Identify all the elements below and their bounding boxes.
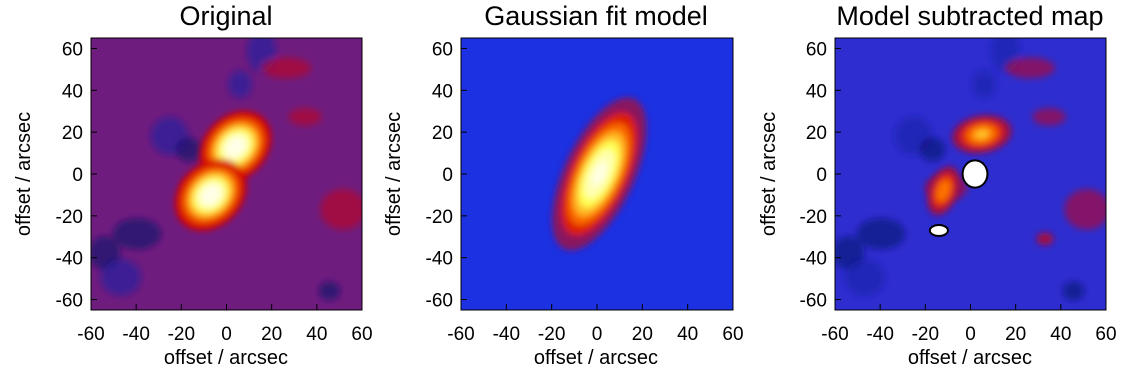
y-tick-label: 0 — [442, 165, 453, 186]
y-tick-label: 0 — [816, 165, 827, 186]
y-axis-label: offset / arcsec — [758, 112, 780, 236]
x-tick-label: -60 — [77, 324, 104, 345]
y-axis-label: offset / arcsec — [383, 112, 405, 236]
x-tick-label: 60 — [722, 324, 743, 345]
x-tick-label: 0 — [965, 324, 976, 345]
y-tick-label: 20 — [62, 123, 83, 144]
blanked-region-0 — [961, 159, 989, 189]
x-tick-label: 20 — [632, 324, 653, 345]
y-tick-label: -60 — [800, 291, 827, 312]
y-tick-label: 0 — [72, 165, 83, 186]
plot-area — [90, 37, 363, 311]
y-tick-label: -20 — [56, 207, 83, 228]
x-tick-label: -60 — [447, 324, 474, 345]
y-tick-label: -60 — [426, 291, 453, 312]
y-tick-label: -60 — [56, 291, 83, 312]
x-tick-label: -40 — [866, 324, 893, 345]
y-tick-labels: -60 -40 -20 0 20 40 60 — [800, 39, 841, 312]
y-tick-label: -40 — [426, 249, 453, 270]
source-component-1 — [927, 166, 960, 216]
source-component-0 — [952, 115, 1012, 154]
x-tick-label: 20 — [261, 324, 282, 345]
y-tick-label: -40 — [800, 249, 827, 270]
plot-area — [460, 37, 734, 311]
x-tick-label: -20 — [912, 324, 939, 345]
blanked-region-1 — [928, 224, 949, 237]
x-axis-label: offset / arcsec — [164, 347, 288, 369]
y-tick-labels: -60 -40 -20 0 20 40 60 — [426, 39, 467, 312]
y-tick-label: 40 — [62, 81, 83, 102]
source-component-0 — [552, 97, 647, 251]
panel-title: Original — [179, 1, 272, 31]
y-tick-labels: -60 -40 -20 0 20 40 60 — [56, 39, 97, 312]
x-tick-label: 60 — [351, 324, 372, 345]
y-tick-label: -20 — [426, 207, 453, 228]
x-tick-label: -20 — [538, 324, 565, 345]
panel-model-subtracted-map: Model subtracted map -60 -40 -20 0 20 40 60 -6… — [758, 1, 1117, 369]
y-tick-label: 20 — [806, 123, 827, 144]
plot-area — [834, 37, 1107, 311]
y-axis-label: offset / arcsec — [13, 112, 35, 236]
x-tick-label: 40 — [1050, 324, 1071, 345]
panel-original: Original -60 -40 -20 0 20 40 60 -60 -40 -20 0 20 40… — [13, 1, 373, 369]
x-tick-labels: -60 -40 -20 0 20 40 60 — [821, 304, 1117, 345]
x-tick-label: 40 — [306, 324, 327, 345]
x-axis-label: offset / arcsec — [908, 347, 1032, 369]
panel-title: Model subtracted map — [836, 1, 1103, 31]
x-tick-label: 0 — [221, 324, 232, 345]
x-tick-labels: -60 -40 -20 0 20 40 60 — [77, 304, 373, 345]
background-noise — [835, 38, 1106, 301]
x-tick-label: 0 — [592, 324, 603, 345]
x-tick-label: 20 — [1005, 324, 1026, 345]
x-tick-label: -40 — [493, 324, 520, 345]
y-tick-label: -40 — [56, 249, 83, 270]
x-tick-labels: -60 -40 -20 0 20 40 60 — [447, 304, 744, 345]
y-tick-label: 60 — [432, 39, 453, 60]
source-component-1 — [174, 159, 247, 231]
background-noise — [91, 38, 362, 301]
x-tick-label: 40 — [677, 324, 698, 345]
source-component-2 — [1036, 232, 1054, 246]
x-tick-label: 60 — [1095, 324, 1116, 345]
y-tick-label: 60 — [62, 39, 83, 60]
y-tick-label: 60 — [806, 39, 827, 60]
x-tick-label: -60 — [821, 324, 848, 345]
panel-title: Gaussian fit model — [484, 1, 708, 31]
y-tick-label: 40 — [806, 81, 827, 102]
x-axis-label: offset / arcsec — [534, 347, 658, 369]
y-tick-label: 40 — [432, 81, 453, 102]
x-tick-label: -20 — [168, 324, 195, 345]
y-tick-label: -20 — [800, 207, 827, 228]
y-tick-label: 20 — [432, 123, 453, 144]
x-tick-label: -40 — [122, 324, 149, 345]
